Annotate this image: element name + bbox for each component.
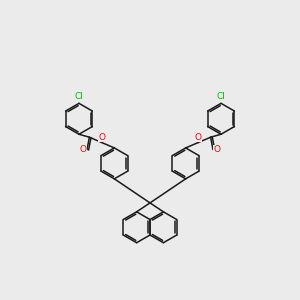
Text: O: O xyxy=(80,145,87,154)
Text: Cl: Cl xyxy=(217,92,226,101)
Text: O: O xyxy=(195,133,202,142)
Text: O: O xyxy=(213,145,220,154)
Text: O: O xyxy=(98,133,105,142)
Text: Cl: Cl xyxy=(74,92,83,101)
